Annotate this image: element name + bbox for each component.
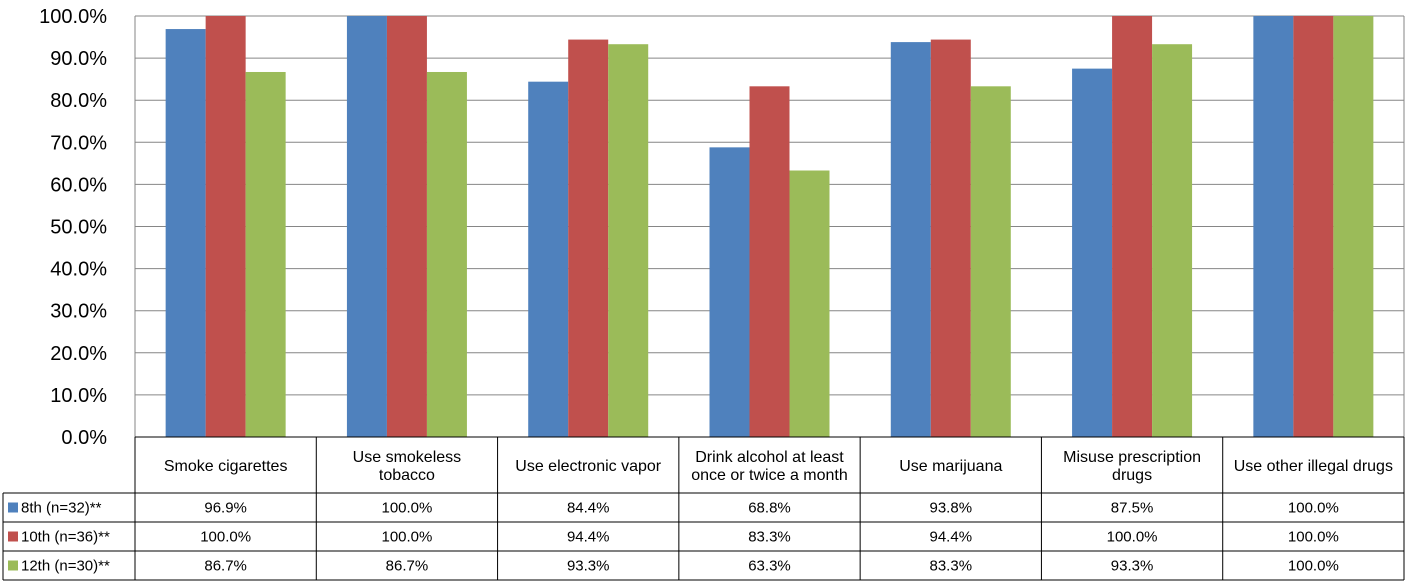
category-label: once or twice a month (691, 467, 848, 484)
y-tick-label: 40.0% (50, 259, 107, 281)
y-axis-tick-labels: 0.0% 10.0% 20.0% 30.0% 40.0% 50.0% 60.0% 70.0% 8… (39, 6, 107, 449)
bar (970, 86, 1011, 437)
y-tick-label: 60.0% (50, 174, 107, 196)
data-table-cell: 83.3% (930, 558, 973, 575)
bar (568, 39, 609, 438)
data-table-cell: 100.0% (200, 529, 251, 546)
y-tick-label: 80.0% (50, 90, 107, 112)
data-table-cell: 93.8% (930, 500, 973, 517)
data-table-cell: 87.5% (1111, 500, 1154, 517)
data-table-cell: 83.3% (748, 529, 791, 546)
bar (608, 44, 649, 437)
category-label: Use electronic vapor (515, 458, 662, 475)
y-tick-label: 10.0% (50, 385, 107, 407)
data-table-cell: 93.3% (567, 558, 610, 575)
data-table-cell: 84.4% (567, 500, 610, 517)
y-tick-label: 90.0% (50, 48, 107, 70)
bar (789, 170, 830, 437)
category-label: Use other illegal drugs (1234, 458, 1393, 475)
y-tick-label: 30.0% (50, 301, 107, 323)
bar (386, 16, 427, 437)
category-label: drugs (1112, 467, 1152, 484)
data-table-cell: 94.4% (930, 529, 973, 546)
data-table-cell: 100.0% (1288, 500, 1339, 517)
data-table-cell: 100.0% (1288, 558, 1339, 575)
data-table-cell: 100.0% (381, 500, 432, 517)
category-label: Use smokeless (353, 449, 461, 466)
series-name: 12th (n=30)** (21, 558, 110, 575)
data-table-cell: 94.4% (567, 529, 610, 546)
bar (1333, 16, 1374, 437)
bar (890, 42, 931, 438)
category-label: tobacco (379, 467, 435, 484)
data-table-cell: 93.3% (1111, 558, 1154, 575)
bar (165, 29, 206, 438)
bar (528, 81, 569, 438)
bar (1112, 16, 1153, 437)
legend-key (8, 560, 18, 571)
y-tick-label: 70.0% (50, 132, 107, 154)
bar (749, 86, 790, 437)
series-name: 8th (n=32)** (21, 500, 102, 517)
legend-key (8, 531, 18, 542)
data-table-cell: 100.0% (1288, 529, 1339, 546)
category-label: Smoke cigarettes (164, 458, 288, 475)
data-table-cell: 86.7% (204, 558, 247, 575)
bar (1152, 44, 1193, 437)
bar (346, 16, 387, 437)
y-tick-label: 0.0% (61, 427, 107, 449)
y-tick-label: 50.0% (50, 217, 107, 239)
bar (245, 71, 286, 438)
data-table-cell: 100.0% (381, 529, 432, 546)
y-tick-label: 100.0% (39, 6, 107, 28)
series-name: 10th (n=36)** (21, 529, 110, 546)
category-label: Drink alcohol at least (695, 449, 844, 466)
bar (426, 71, 467, 438)
bar (205, 16, 246, 437)
bar (1072, 68, 1113, 437)
data-table-cell: 100.0% (1107, 529, 1158, 546)
bar (1253, 16, 1294, 437)
data-table-cell: 96.9% (204, 500, 247, 517)
data-table-cell: 68.8% (748, 500, 791, 517)
category-label: Use marijuana (899, 458, 1002, 475)
y-tick-label: 20.0% (50, 343, 107, 365)
bar (930, 39, 971, 438)
bars (165, 16, 1374, 438)
category-label: Misuse prescription (1063, 449, 1201, 466)
data-table-cell: 63.3% (748, 558, 791, 575)
bar (709, 147, 750, 438)
legend-key (8, 502, 18, 513)
data-table-cell: 86.7% (386, 558, 429, 575)
bar (1293, 16, 1334, 437)
